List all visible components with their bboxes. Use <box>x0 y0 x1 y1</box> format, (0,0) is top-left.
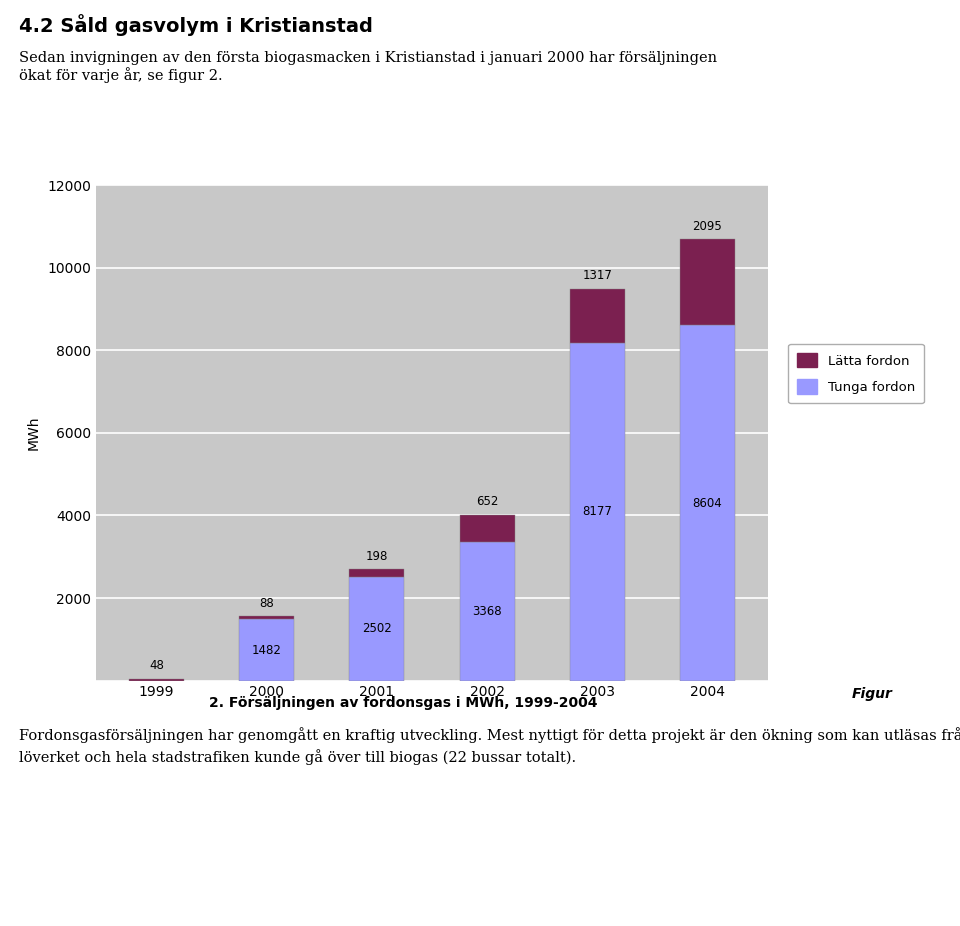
Text: Fordonsgasförsäljningen har genomgått en kraftig utveckling. Mest nyttigt för de: Fordonsgasförsäljningen har genomgått en… <box>19 727 960 765</box>
Bar <box>239 616 295 619</box>
Bar <box>129 679 184 681</box>
Text: 88: 88 <box>259 596 275 609</box>
Bar <box>460 542 515 681</box>
Text: 48: 48 <box>149 659 164 672</box>
Text: 8177: 8177 <box>583 506 612 519</box>
Text: 3368: 3368 <box>472 605 502 618</box>
Text: 198: 198 <box>366 550 388 563</box>
Text: 2095: 2095 <box>692 219 722 232</box>
Text: Sedan invigningen av den första biogasmacken i Kristianstad i januari 2000 har f: Sedan invigningen av den första biogasma… <box>19 51 717 83</box>
Legend: Lätta fordon, Tunga fordon: Lätta fordon, Tunga fordon <box>788 344 924 403</box>
Bar <box>460 515 515 542</box>
Bar <box>569 343 625 681</box>
Bar <box>239 619 295 681</box>
Bar <box>680 239 735 325</box>
Bar <box>680 325 735 681</box>
Text: 2. Försäljningen av fordonsgas i MWh, 1999-2004: 2. Försäljningen av fordonsgas i MWh, 19… <box>209 696 597 710</box>
Text: Figur: Figur <box>852 687 893 701</box>
Text: 1317: 1317 <box>583 269 612 282</box>
Bar <box>349 569 404 577</box>
Bar <box>349 577 404 681</box>
Text: 4.2 Såld gasvolym i Kristianstad: 4.2 Såld gasvolym i Kristianstad <box>19 14 373 36</box>
Text: 1482: 1482 <box>252 644 281 657</box>
Text: 8604: 8604 <box>692 496 722 509</box>
Y-axis label: MWh: MWh <box>26 416 40 450</box>
Text: 2502: 2502 <box>362 622 392 635</box>
Bar <box>569 289 625 343</box>
Text: 652: 652 <box>476 495 498 508</box>
